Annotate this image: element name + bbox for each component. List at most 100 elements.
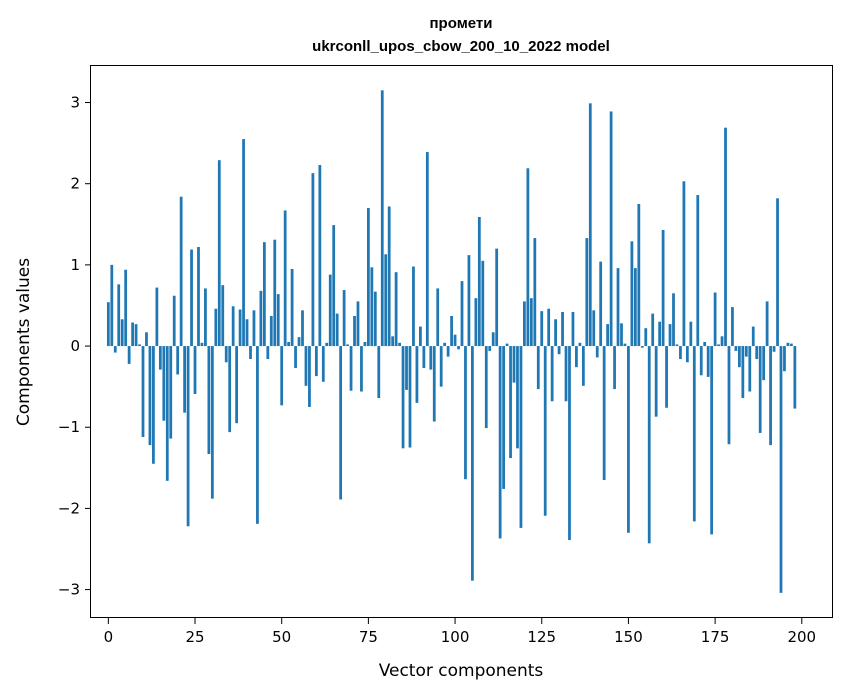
bar-component-98 [446, 346, 450, 357]
bar-component-170 [696, 195, 700, 347]
bar-component-72 [356, 301, 360, 347]
x-tick-label: 100 [441, 628, 470, 646]
bar-component-15 [158, 346, 162, 370]
bar-component-155 [644, 328, 648, 347]
bar-component-176 [717, 344, 720, 347]
bar-component-118 [516, 346, 519, 449]
bar-component-135 [575, 346, 578, 368]
bar-component-198 [793, 346, 797, 409]
bar-component-163 [672, 293, 675, 347]
bar-component-152 [633, 268, 637, 347]
bar-component-4 [120, 319, 124, 347]
y-tick-label: 1 [70, 256, 80, 274]
bar-component-128 [550, 346, 554, 402]
bar-component-2 [113, 346, 117, 353]
x-tick-label: 0 [104, 628, 114, 646]
bar-component-140 [592, 310, 596, 347]
bar-component-7 [131, 322, 134, 347]
bar-component-6 [127, 346, 131, 364]
bar-component-68 [342, 290, 346, 347]
bar-component-177 [720, 336, 724, 347]
bar-component-103 [464, 346, 467, 480]
bar-component-94 [432, 346, 436, 422]
bar-component-130 [557, 346, 561, 355]
bar-component-165 [679, 346, 682, 360]
bar-component-173 [706, 346, 710, 377]
bar-component-0 [106, 302, 110, 347]
y-tick-label: 2 [70, 175, 80, 193]
bar-component-151 [630, 241, 634, 347]
bar-component-14 [155, 287, 159, 347]
bar-component-63 [325, 342, 329, 347]
bar-component-53 [290, 268, 294, 347]
bar-component-31 [214, 308, 218, 347]
bar-component-178 [724, 127, 727, 347]
bar-component-84 [398, 342, 401, 347]
bar-component-45 [262, 242, 266, 347]
bar-component-117 [512, 346, 516, 383]
bar-component-57 [304, 346, 308, 386]
bar-component-44 [259, 290, 263, 347]
bar-component-167 [685, 346, 689, 363]
bar-component-180 [731, 307, 734, 347]
bar-component-48 [273, 239, 277, 347]
bar-component-40 [245, 319, 249, 347]
x-tick-label: 125 [527, 628, 556, 646]
x-axis: 0 25 50 75 100 125 150 175 200 [104, 618, 816, 646]
bar-component-78 [377, 346, 381, 399]
bar-component-70 [349, 346, 353, 391]
bar-component-62 [321, 346, 325, 382]
bar-component-125 [540, 311, 544, 347]
bar-component-96 [439, 346, 443, 387]
bar-component-157 [651, 313, 655, 347]
bar-component-110 [488, 346, 492, 351]
bar-component-90 [419, 326, 422, 347]
bar-component-66 [335, 313, 339, 347]
bar-component-23 [186, 346, 190, 527]
bar-component-116 [509, 346, 512, 459]
bar-component-113 [498, 346, 502, 539]
bar-component-30 [210, 346, 214, 499]
bar-component-71 [353, 316, 356, 347]
bar-component-123 [533, 238, 537, 347]
bar-component-11 [145, 332, 148, 347]
bar-component-102 [460, 281, 464, 347]
bar-component-42 [252, 310, 256, 347]
bar-component-60 [314, 346, 318, 377]
bar-component-27 [200, 342, 204, 347]
bar-component-175 [713, 292, 717, 347]
bar-component-26 [197, 247, 200, 347]
x-tick-label: 25 [185, 628, 204, 646]
bar-component-196 [786, 342, 790, 347]
bar-component-17 [165, 346, 169, 481]
bar-component-159 [658, 321, 662, 347]
bar-component-104 [467, 255, 471, 347]
bar-component-137 [581, 346, 585, 386]
bar-component-161 [665, 346, 668, 408]
bar-component-74 [363, 342, 367, 347]
bar-component-193 [776, 198, 779, 347]
bar-component-160 [661, 229, 665, 347]
bar-component-149 [623, 343, 627, 347]
bar-component-88 [412, 266, 415, 347]
bar-component-147 [616, 268, 620, 347]
x-tick-label: 50 [272, 628, 291, 646]
bar-component-46 [266, 346, 270, 360]
x-tick-label: 200 [787, 628, 816, 646]
y-axis: −3 −2 −1 0 1 2 3 [58, 94, 91, 599]
plot-frame [90, 65, 833, 618]
bar-component-187 [755, 346, 759, 360]
bar-component-169 [692, 346, 696, 522]
bar-component-119 [519, 346, 523, 528]
bar-component-32 [217, 160, 221, 347]
bar-component-183 [741, 346, 745, 399]
bar-component-106 [474, 298, 478, 347]
bar-component-67 [339, 346, 343, 500]
bar-component-5 [124, 269, 128, 347]
bar-component-108 [481, 260, 485, 347]
bar-component-192 [772, 346, 776, 352]
bar-component-20 [176, 346, 180, 375]
bar-component-105 [471, 346, 474, 581]
bar-component-143 [602, 346, 606, 480]
bar-component-101 [457, 346, 460, 350]
